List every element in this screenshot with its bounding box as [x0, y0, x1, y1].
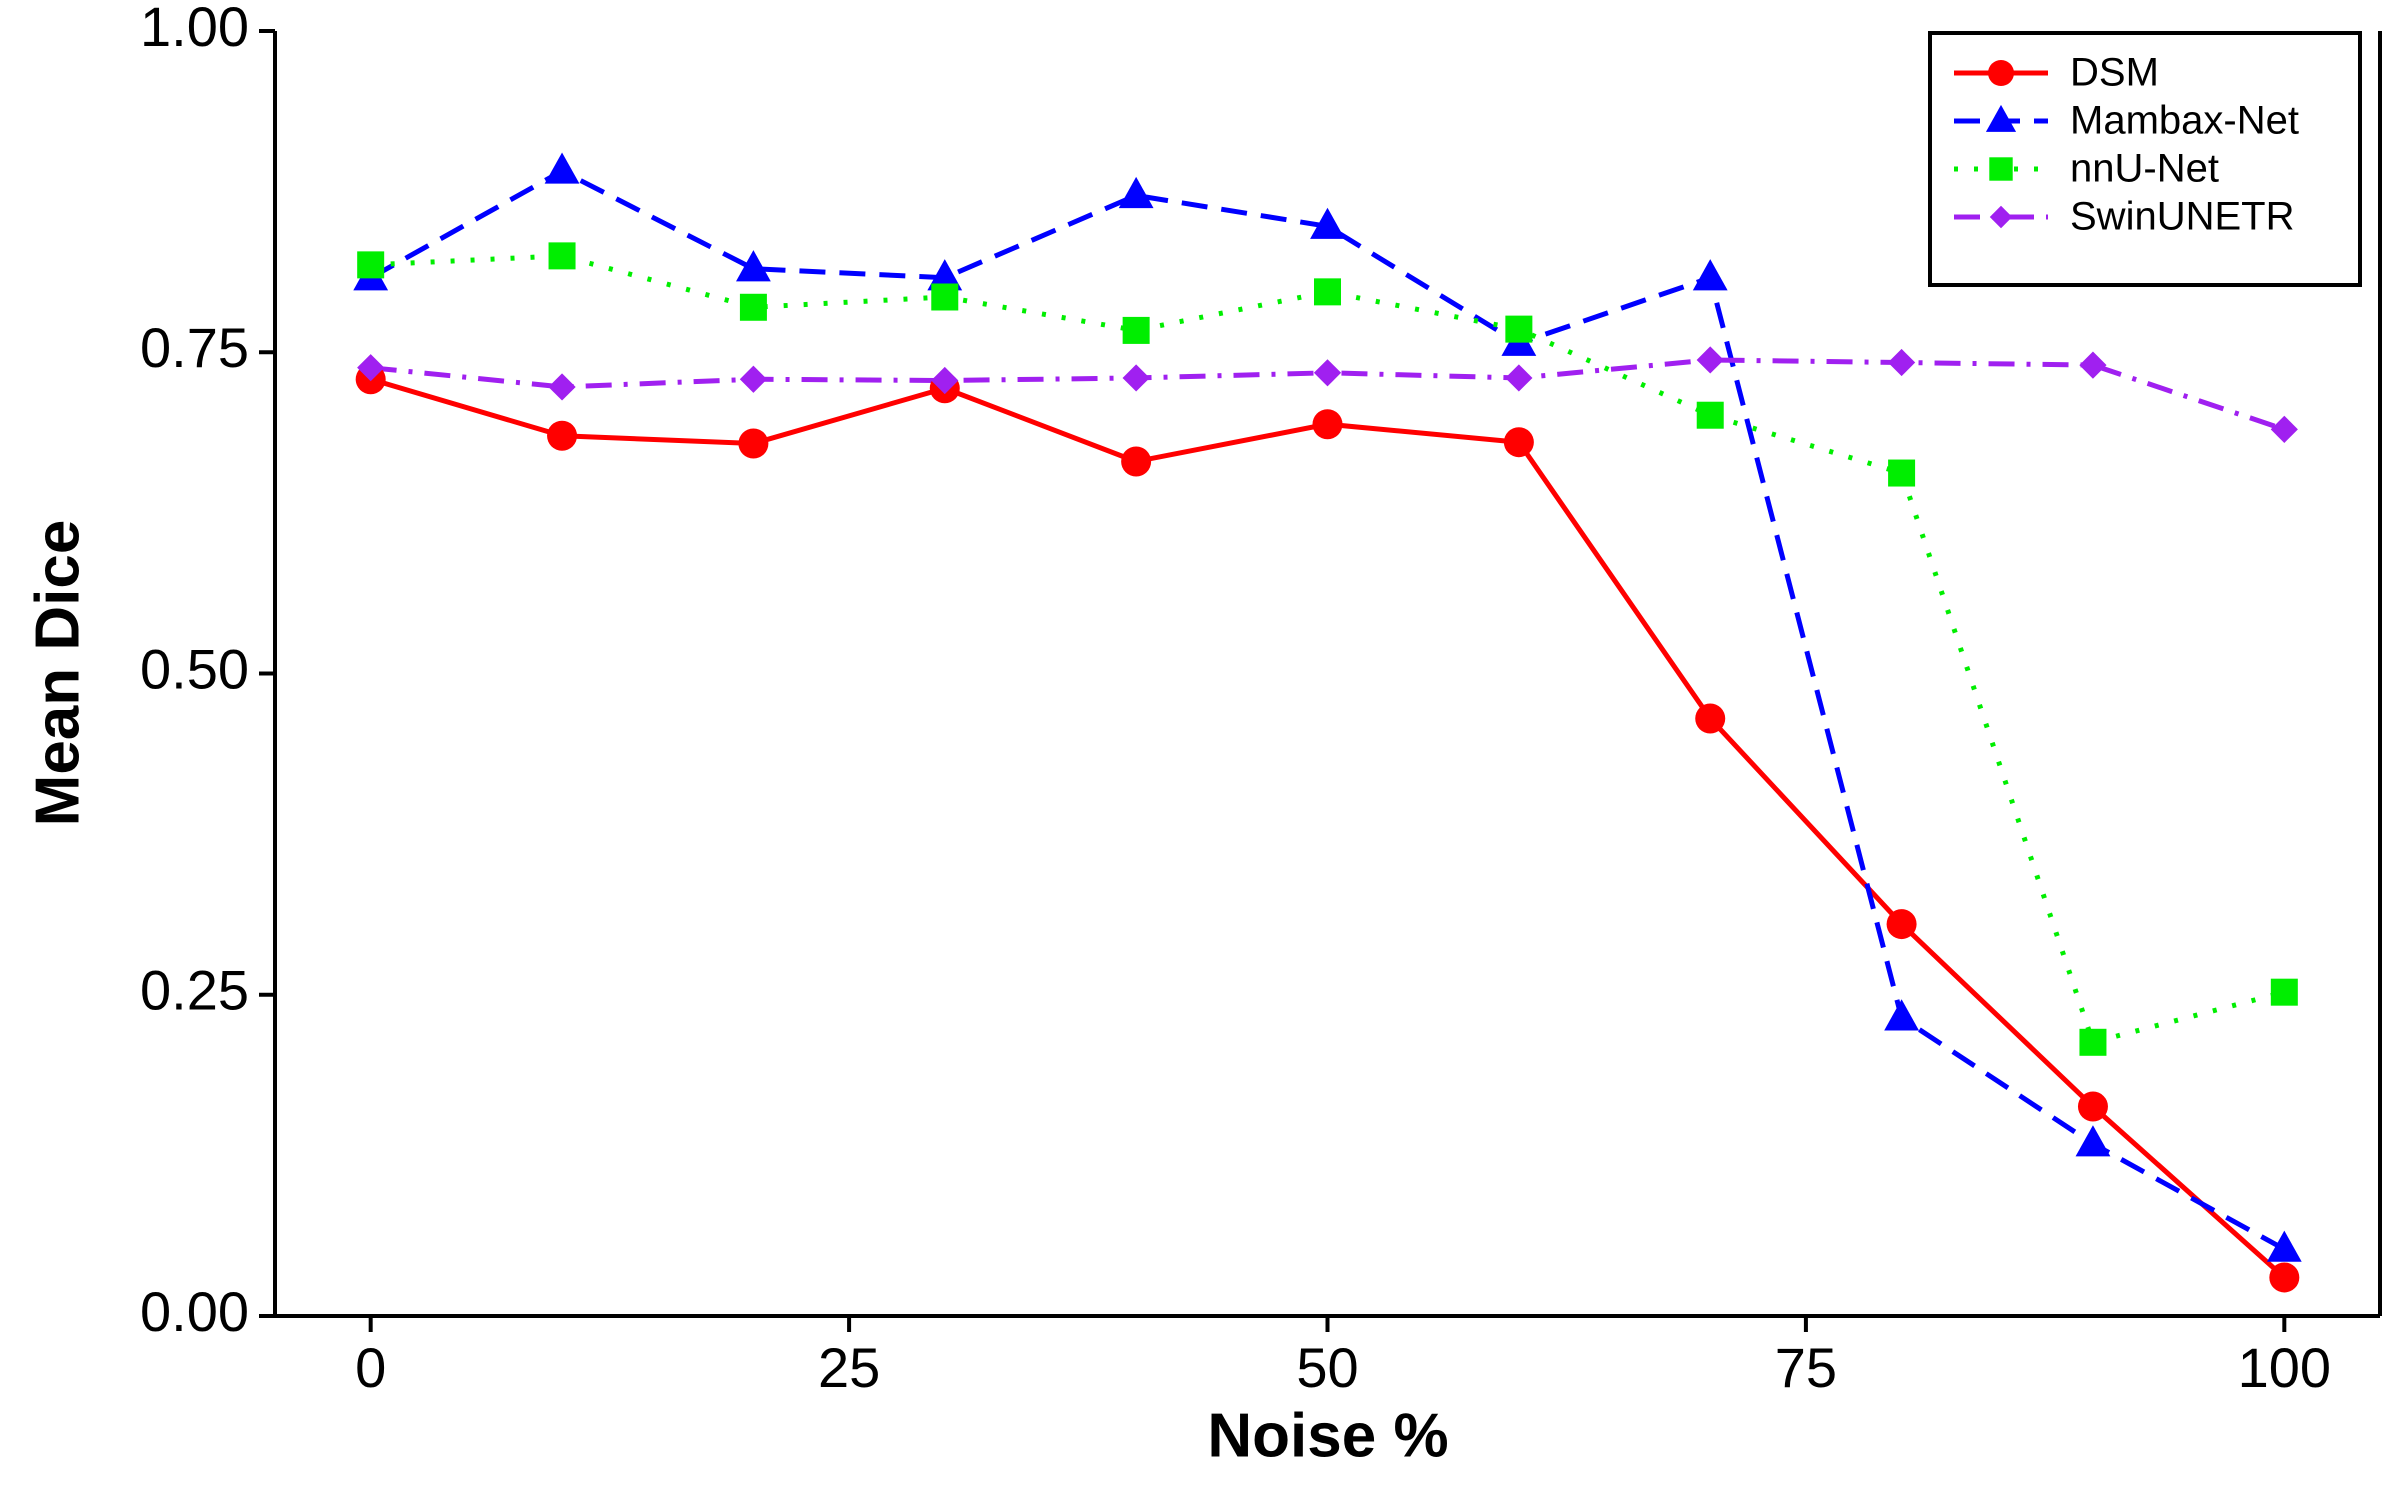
legend-label: DSM: [2070, 51, 2159, 95]
marker: [1121, 446, 1152, 477]
x-tick-label: 50: [1296, 1336, 1358, 1399]
y-tick-label: 0.00: [140, 1280, 249, 1343]
y-axis-label: Mean Dice: [23, 520, 92, 827]
marker: [736, 250, 771, 282]
marker: [2075, 1125, 2111, 1157]
legend-marker: [1985, 104, 2017, 132]
marker: [2269, 1262, 2300, 1293]
x-tick-label: 25: [818, 1336, 880, 1399]
legend-label: SwinUNETR: [2070, 195, 2294, 239]
marker: [1696, 346, 1724, 374]
y-tick-label: 0.25: [140, 959, 249, 1022]
marker: [2079, 1028, 2107, 1056]
legend-label: Mambax-Net: [2070, 99, 2299, 143]
marker: [548, 242, 576, 270]
marker: [2079, 351, 2107, 379]
x-tick-label: 100: [2238, 1336, 2331, 1399]
series-line: [369, 168, 2286, 1252]
marker: [547, 420, 578, 451]
marker: [931, 366, 959, 395]
marker: [1505, 364, 1533, 392]
x-tick-label: 75: [1775, 1336, 1837, 1399]
marker: [1505, 315, 1533, 343]
series-line: [370, 253, 2285, 1046]
marker: [1122, 316, 1150, 344]
marker: [1692, 259, 1728, 291]
marker: [548, 373, 576, 401]
x-tick-label: 0: [355, 1336, 386, 1399]
legend-marker: [1988, 60, 2014, 86]
marker: [739, 293, 767, 321]
marker: [739, 365, 768, 393]
marker: [1886, 909, 1917, 940]
series-line: [369, 376, 2286, 1280]
marker: [2270, 978, 2298, 1006]
marker: [2077, 1091, 2108, 1122]
marker: [1312, 409, 1343, 440]
marker: [1884, 999, 1919, 1031]
marker: [1695, 703, 1726, 734]
marker: [931, 283, 959, 311]
x-axis-label: Noise %: [1207, 1401, 1448, 1470]
marker: [357, 354, 385, 382]
legend-marker: [1989, 205, 2013, 229]
marker: [1887, 348, 1916, 377]
marker: [1122, 364, 1150, 392]
y-tick-label: 1.00: [140, 0, 249, 58]
marker: [357, 251, 385, 279]
legend-label: nnU-Net: [2070, 147, 2219, 191]
marker: [1314, 278, 1341, 306]
marker: [1696, 401, 1724, 429]
marker: [927, 259, 963, 291]
marker: [2270, 415, 2298, 443]
y-tick-label: 0.50: [140, 637, 249, 700]
marker: [1503, 427, 1534, 458]
marker: [1888, 459, 1916, 487]
marker: [738, 428, 769, 459]
legend-marker: [1989, 157, 2013, 181]
marker: [1310, 207, 1345, 239]
marker: [2266, 1230, 2302, 1262]
marker: [544, 152, 580, 184]
marker: [1118, 176, 1154, 209]
y-tick-label: 0.75: [140, 316, 249, 379]
marker: [1313, 359, 1342, 387]
